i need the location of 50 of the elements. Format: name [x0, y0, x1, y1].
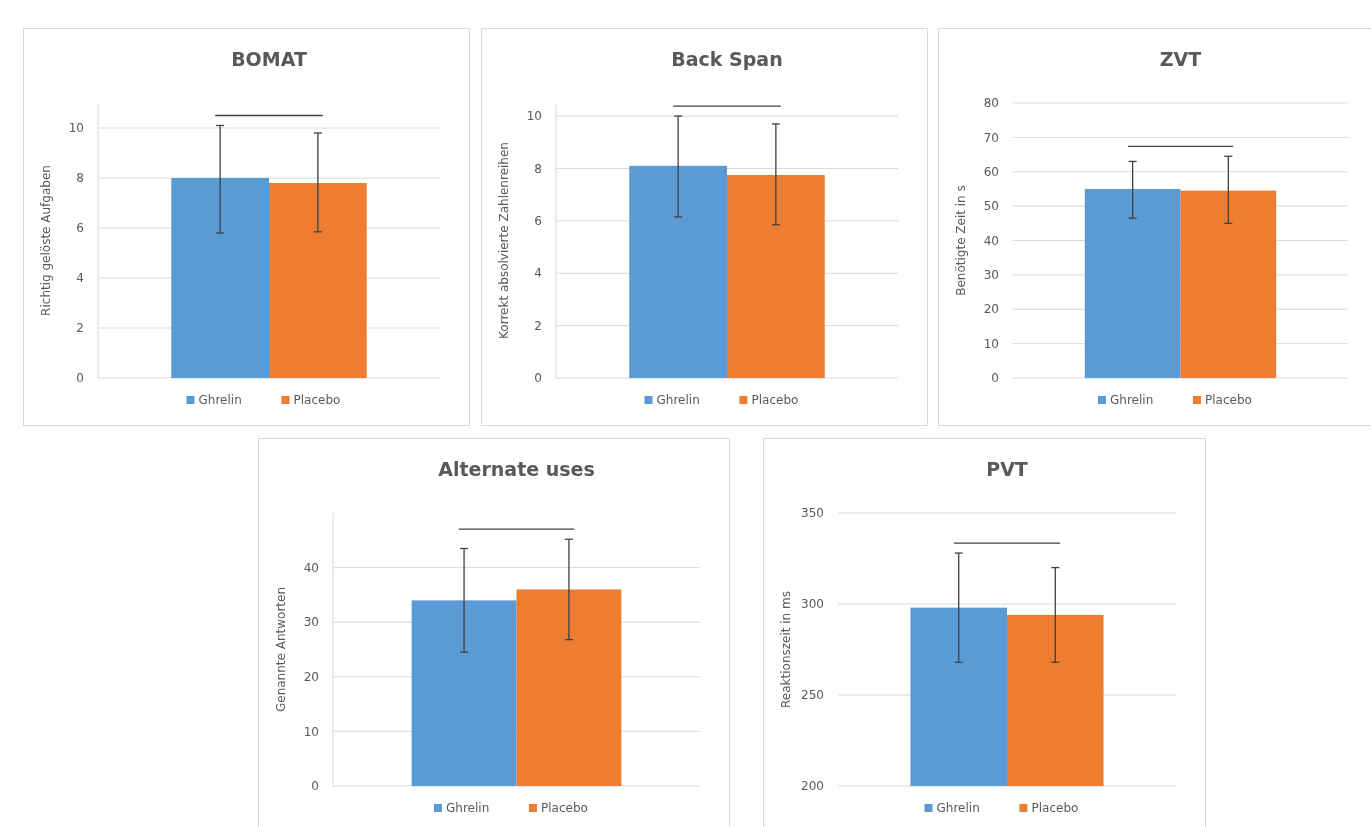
y-tick-label: 8	[534, 161, 542, 176]
y-tick-label: 40	[983, 233, 999, 248]
legend-label: Ghrelin	[936, 801, 980, 816]
y-tick-label: 4	[534, 266, 542, 281]
y-tick-label: 70	[983, 130, 999, 145]
legend-label: Ghrelin	[1110, 393, 1154, 408]
y-tick-label: 0	[76, 371, 84, 386]
legend-label: Ghrelin	[198, 393, 242, 408]
y-tick-label: 200	[801, 779, 824, 794]
chart-title: Alternate uses	[438, 458, 595, 480]
y-tick-label: 2	[76, 321, 84, 336]
y-tick-label: 250	[801, 688, 824, 703]
y-tick-label: 20	[303, 670, 319, 684]
y-tick-label: 60	[983, 164, 999, 179]
y-tick-label: 6	[534, 214, 542, 229]
y-tick-label: 10	[983, 336, 999, 351]
y-tick-label: 10	[68, 121, 84, 136]
y-tick-label: 4	[76, 271, 84, 286]
legend-label: Ghrelin	[446, 801, 490, 816]
y-tick-label: 80	[983, 96, 999, 111]
y-tick-label: 50	[983, 199, 999, 214]
legend-label: Placebo	[1205, 393, 1252, 408]
y-tick-label: 30	[983, 268, 999, 283]
y-tick-label: 350	[801, 506, 824, 521]
chart-title: PVT	[986, 458, 1028, 480]
y-tick-label: 10	[526, 109, 542, 124]
y-tick-label: 0	[991, 371, 999, 386]
legend-label: Placebo	[1031, 801, 1079, 816]
y-tick-label: 30	[303, 615, 319, 630]
y-tick-label: 8	[76, 171, 84, 186]
y-axis-title: Richtig gelöste Aufgaben	[39, 165, 53, 316]
y-tick-label: 10	[303, 724, 319, 739]
y-tick-label: 40	[303, 560, 319, 575]
y-tick-label: 0	[311, 779, 319, 794]
y-axis-title: Benötigte Zeit in s	[954, 185, 968, 296]
y-tick-label: 300	[801, 597, 824, 612]
legend-label: Placebo	[751, 393, 799, 408]
y-tick-label: 20	[983, 302, 999, 317]
y-tick-label: 0	[534, 371, 542, 386]
y-axis-title: Reaktionszeit in ms	[779, 591, 793, 708]
legend-label: Ghrelin	[656, 393, 700, 408]
y-tick-label: 6	[76, 221, 84, 236]
y-axis-title: Korrekt absolvierte Zahlenreihen	[497, 142, 511, 339]
legend-label: Placebo	[541, 801, 588, 816]
chart-title: ZVT	[1159, 48, 1202, 70]
y-axis-title: Genannte Antworten	[274, 586, 288, 713]
y-tick-label: 2	[534, 318, 542, 333]
legend-label: Placebo	[293, 393, 341, 408]
chart-title: Back Span	[671, 48, 783, 70]
chart-title: BOMAT	[231, 48, 307, 70]
